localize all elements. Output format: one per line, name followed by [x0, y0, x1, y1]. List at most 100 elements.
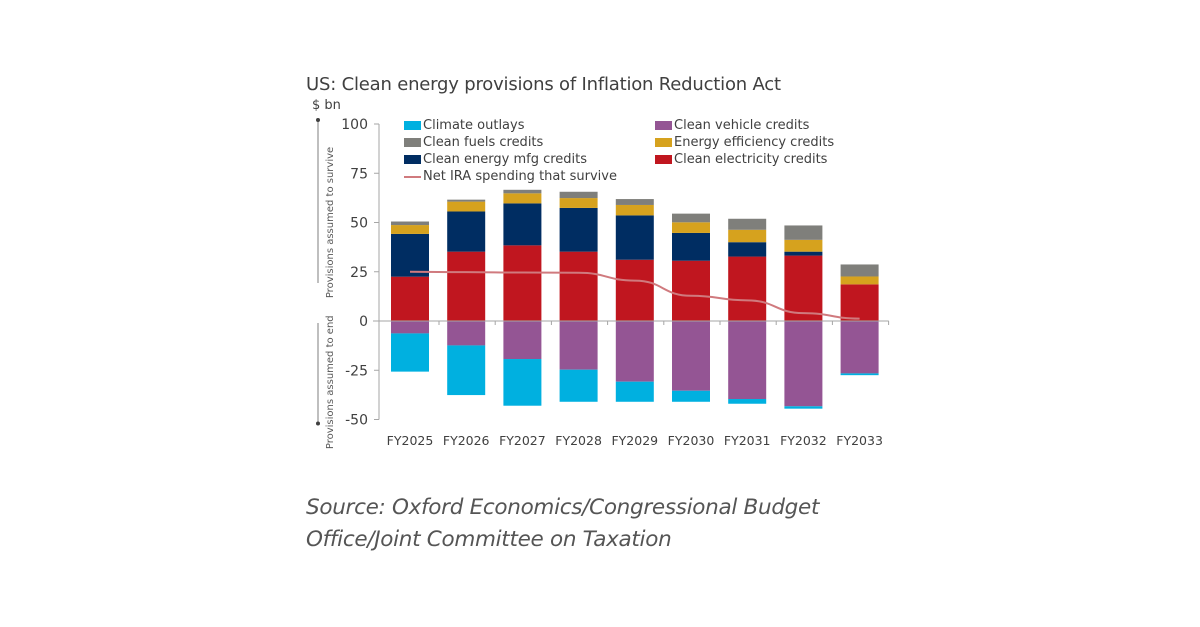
y-tick-label: 75	[350, 166, 368, 182]
bar-segment-clean-electricity-credits	[615, 259, 654, 321]
x-tick-label: FY2030	[668, 433, 715, 448]
y-tick-label: 50	[350, 216, 368, 232]
legend-label: Clean fuels credits	[423, 135, 544, 150]
legend-item: Climate outlays	[404, 118, 525, 133]
bar-segment-clean-vehicle-credits	[672, 321, 710, 391]
x-tick-label: FY2026	[443, 433, 490, 448]
side-label-lower: Provisions assumed to end	[325, 315, 336, 449]
bar-segment-energy-efficiency-credits	[840, 276, 879, 285]
legend-color-swatch	[404, 121, 421, 130]
source-line-1: Source: Oxford Economics/Congressional B…	[306, 495, 820, 520]
bar-segment-climate-outlays	[672, 390, 710, 402]
upper-arrow-head	[316, 118, 320, 122]
legend-item: Clean energy mfg credits	[404, 152, 587, 167]
bar-segment-clean-energy-mfg-credits	[391, 233, 429, 277]
y-tick-label: 100	[341, 117, 368, 133]
x-tick-label: FY2025	[387, 433, 434, 448]
bar-segment-climate-outlays	[503, 359, 542, 406]
y-axis-unit: $ bn	[312, 98, 341, 113]
bar-segment-clean-fuels-credits	[840, 264, 879, 277]
bar-segment-energy-efficiency-credits	[447, 201, 486, 212]
bar-segment-clean-energy-mfg-credits	[672, 232, 710, 261]
bar-segment-energy-efficiency-credits	[391, 225, 429, 234]
bar-segment-clean-fuels-credits	[728, 218, 767, 230]
x-tick-label: FY2028	[555, 433, 602, 448]
bar-segment-clean-electricity-credits	[840, 284, 879, 321]
x-tick-label: FY2027	[499, 433, 546, 448]
bar-segment-climate-outlays	[447, 345, 486, 396]
bar-segment-clean-fuels-credits	[615, 199, 654, 205]
bar-segment-clean-fuels-credits	[784, 225, 823, 240]
legend-item: Energy efficiency credits	[655, 135, 834, 150]
legend-item: Clean fuels credits	[404, 135, 543, 150]
bar-segment-clean-fuels-credits	[503, 189, 542, 194]
bar-segment-energy-efficiency-credits	[672, 222, 710, 233]
bar-segment-climate-outlays	[840, 373, 879, 376]
bar-segment-clean-energy-mfg-credits	[503, 203, 542, 246]
legend-color-swatch	[404, 155, 421, 164]
bar-segment-clean-electricity-credits	[728, 256, 767, 321]
lower-arrow-head	[316, 421, 320, 426]
bar-segment-clean-electricity-credits	[784, 255, 823, 321]
bar-segment-clean-fuels-credits	[559, 191, 598, 199]
x-tick-label: FY2031	[724, 433, 771, 448]
bar-segment-climate-outlays	[784, 406, 823, 409]
legend-color-swatch	[655, 138, 672, 147]
bar-segment-energy-efficiency-credits	[784, 239, 823, 252]
legend-item: Net IRA spending that survive	[404, 169, 617, 184]
bar-segment-climate-outlays	[391, 333, 429, 372]
source-note: Source: Oxford Economics/Congressional B…	[306, 492, 819, 556]
bar-segment-clean-vehicle-credits	[615, 321, 654, 382]
legend-color-swatch	[404, 138, 421, 147]
bar-segment-clean-vehicle-credits	[559, 321, 598, 370]
y-tick-label: -50	[345, 413, 368, 429]
y-tick-label: 0	[359, 314, 368, 330]
legend-item: Clean electricity credits	[655, 152, 827, 167]
side-label-upper: Provisions assumed to survive	[325, 147, 336, 298]
bar-segment-clean-energy-mfg-credits	[615, 215, 654, 260]
x-tick-label: FY2029	[611, 433, 658, 448]
bar-segment-clean-vehicle-credits	[728, 321, 767, 400]
bar-segment-clean-fuels-credits	[672, 213, 710, 223]
bar-segment-clean-energy-mfg-credits	[447, 211, 486, 252]
bar-segment-clean-energy-mfg-credits	[559, 207, 598, 252]
bar-segment-climate-outlays	[615, 381, 654, 402]
y-tick-label: -25	[345, 363, 368, 379]
legend-label: Climate outlays	[423, 118, 525, 133]
bar-segment-climate-outlays	[559, 369, 598, 402]
bar-segment-energy-efficiency-credits	[559, 198, 598, 208]
x-tick-label: FY2033	[836, 433, 883, 448]
legend-label: Clean energy mfg credits	[423, 152, 588, 167]
bar-segment-clean-vehicle-credits	[840, 321, 879, 374]
bar-segment-clean-vehicle-credits	[784, 321, 823, 407]
y-tick-label: 25	[350, 265, 368, 281]
legend-item: Clean vehicle credits	[655, 118, 809, 133]
bar-segment-clean-fuels-credits	[391, 221, 429, 226]
bar-segment-energy-efficiency-credits	[615, 204, 654, 216]
legend-color-swatch	[655, 155, 672, 164]
legend-label: Clean electricity credits	[674, 152, 828, 167]
bar-segment-clean-energy-mfg-credits	[728, 242, 767, 257]
x-tick-label: FY2032	[780, 433, 827, 448]
net-ira-spending-line	[409, 270, 860, 320]
bar-segment-climate-outlays	[728, 399, 767, 404]
bar-segment-clean-electricity-credits	[503, 245, 542, 321]
bar-segment-energy-efficiency-credits	[503, 193, 542, 204]
legend-label: Clean vehicle credits	[674, 118, 810, 133]
bar-segment-clean-vehicle-credits	[503, 321, 542, 360]
bar-segment-clean-vehicle-credits	[391, 321, 429, 334]
bar-segment-clean-vehicle-credits	[447, 321, 486, 346]
bar-segment-clean-electricity-credits	[559, 251, 598, 321]
legend-color-swatch	[655, 121, 672, 130]
legend-label: Net IRA spending that survive	[423, 169, 617, 184]
legend-label: Energy efficiency credits	[674, 135, 835, 150]
legend-line-swatch	[404, 175, 421, 178]
chart-title: US: Clean energy provisions of Inflation…	[306, 74, 781, 95]
bar-segment-clean-fuels-credits	[447, 199, 486, 202]
bar-segment-clean-electricity-credits	[391, 276, 429, 321]
bar-segment-clean-energy-mfg-credits	[784, 251, 823, 256]
bar-segment-energy-efficiency-credits	[728, 229, 767, 243]
source-line-2: Office/Joint Committee on Taxation	[306, 527, 672, 552]
bar-segment-clean-electricity-credits	[447, 251, 486, 321]
